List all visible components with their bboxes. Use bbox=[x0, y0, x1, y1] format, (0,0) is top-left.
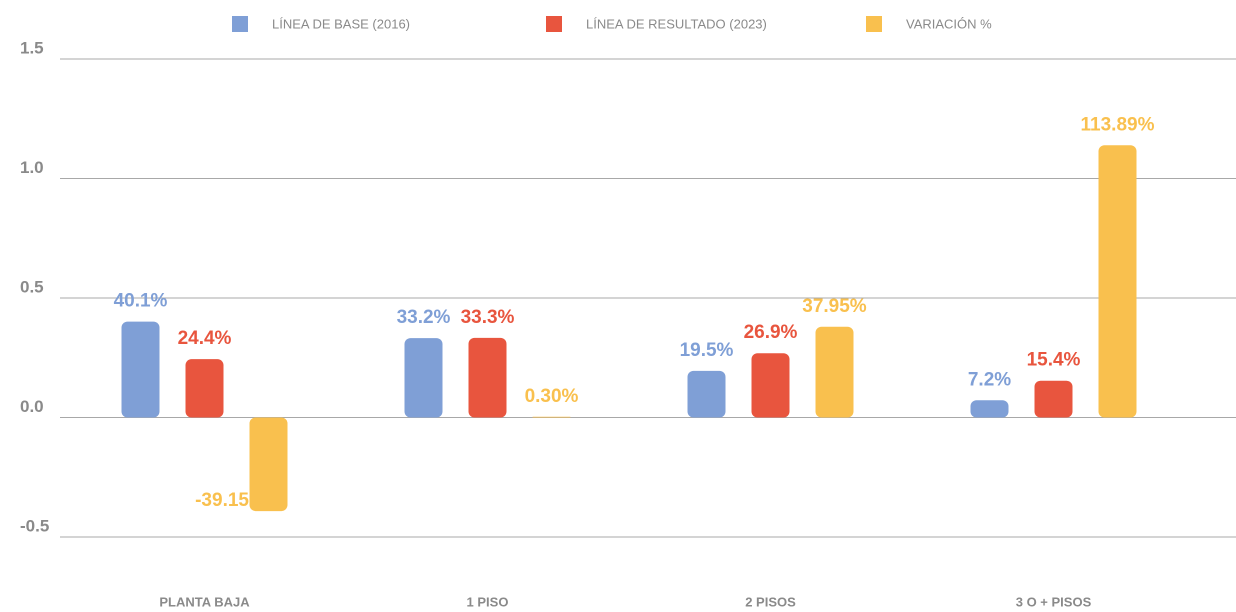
y-tick-label: -0.5 bbox=[20, 516, 49, 535]
y-tick-label: 1.5 bbox=[20, 38, 44, 57]
bar bbox=[185, 359, 224, 418]
x-tick-label: 1 PISO bbox=[467, 594, 509, 609]
value-label: 19.5% bbox=[680, 340, 734, 361]
value-label: 33.3% bbox=[461, 307, 515, 328]
legend-swatch bbox=[866, 16, 882, 32]
x-tick-label: 2 PISOS bbox=[745, 594, 796, 609]
x-tick-label: 3 O + PISOS bbox=[1016, 594, 1092, 609]
bar bbox=[1034, 380, 1073, 418]
value-label: 113.89% bbox=[1081, 114, 1155, 135]
legend-label: LÍNEA DE BASE (2016) bbox=[272, 16, 410, 31]
value-label: 40.1% bbox=[114, 291, 168, 312]
bar bbox=[532, 416, 571, 418]
legend-label: VARIACIÓN % bbox=[906, 16, 992, 31]
value-label: -39.15% bbox=[195, 490, 266, 511]
legend-label: LÍNEA DE RESULTADO (2023) bbox=[586, 16, 767, 31]
legend-swatch bbox=[232, 16, 248, 32]
y-tick-label: 1.0 bbox=[20, 158, 44, 177]
y-tick-label: 0.5 bbox=[20, 277, 44, 296]
value-label: 37.95% bbox=[802, 296, 867, 317]
value-label: 26.9% bbox=[744, 322, 798, 343]
bar bbox=[1098, 145, 1137, 418]
bar bbox=[121, 321, 160, 418]
value-label: 0.30% bbox=[525, 386, 579, 407]
bar bbox=[970, 400, 1009, 418]
value-label: 33.2% bbox=[397, 307, 451, 328]
bar bbox=[815, 326, 854, 418]
bar bbox=[468, 337, 507, 418]
legend-swatch bbox=[546, 16, 562, 32]
value-label: 24.4% bbox=[178, 328, 232, 349]
bar bbox=[249, 417, 288, 512]
y-tick-label: 0.0 bbox=[20, 397, 44, 416]
bar bbox=[687, 370, 726, 418]
value-label: 15.4% bbox=[1027, 350, 1081, 371]
bar bbox=[751, 353, 790, 418]
value-label: 7.2% bbox=[968, 369, 1011, 390]
bar bbox=[404, 338, 443, 418]
x-tick-label: PLANTA BAJA bbox=[159, 594, 250, 609]
